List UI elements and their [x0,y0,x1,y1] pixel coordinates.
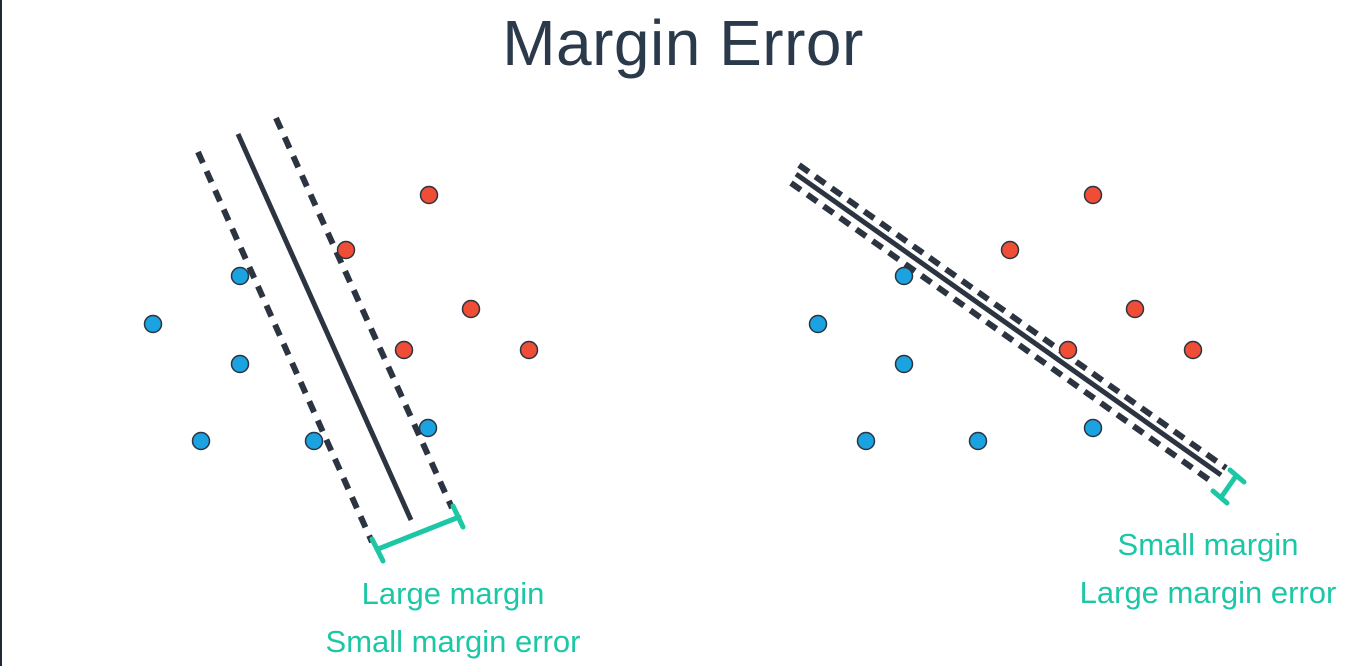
left-margin-line-upper [195,150,375,544]
data-point-red [1083,185,1103,205]
data-point-blue [230,354,250,374]
data-point-red [1000,240,1020,260]
data-point-red [1125,299,1145,319]
left-caption-line2: Small margin error [325,624,581,659]
data-point-red [394,340,414,360]
data-point-blue [894,266,914,286]
data-point-blue [808,314,828,334]
left-caption-line1: Large margin [361,576,545,611]
left-caption: Large margin Small margin error [293,570,613,666]
data-point-red [461,299,481,319]
data-point-red [419,185,439,205]
data-point-red [519,340,539,360]
data-point-blue [894,354,914,374]
right-decision-boundary [794,171,1223,478]
data-point-red [1058,340,1078,360]
left-decision-boundary [235,132,414,522]
right-caption-line2: Large margin error [1079,575,1337,610]
left-margin-bracket [369,503,466,564]
right-blue-points [808,266,1103,451]
left-border-line [0,0,2,666]
left-margin-line-lower [273,116,455,510]
data-point-red [1183,340,1203,360]
left-blue-points [143,266,438,451]
right-caption: Small margin Large margin error [1048,521,1366,617]
data-point-blue [143,314,163,334]
right-red-points [1000,185,1203,360]
data-point-blue [856,431,876,451]
right-caption-line1: Small margin [1117,527,1299,562]
right-margin-line-upper [797,162,1228,471]
data-point-blue [1083,418,1103,438]
right-panel [789,162,1247,506]
left-red-points [336,185,539,360]
data-point-blue [418,418,438,438]
data-point-blue [230,266,250,286]
right-margin-bracket [1210,467,1247,506]
data-point-red [336,240,356,260]
data-point-blue [191,431,211,451]
left-panel [143,116,539,564]
data-point-blue [968,431,988,451]
page-title: Margin Error [502,7,864,79]
data-point-blue [304,431,324,451]
right-margin-line-lower [789,180,1217,487]
